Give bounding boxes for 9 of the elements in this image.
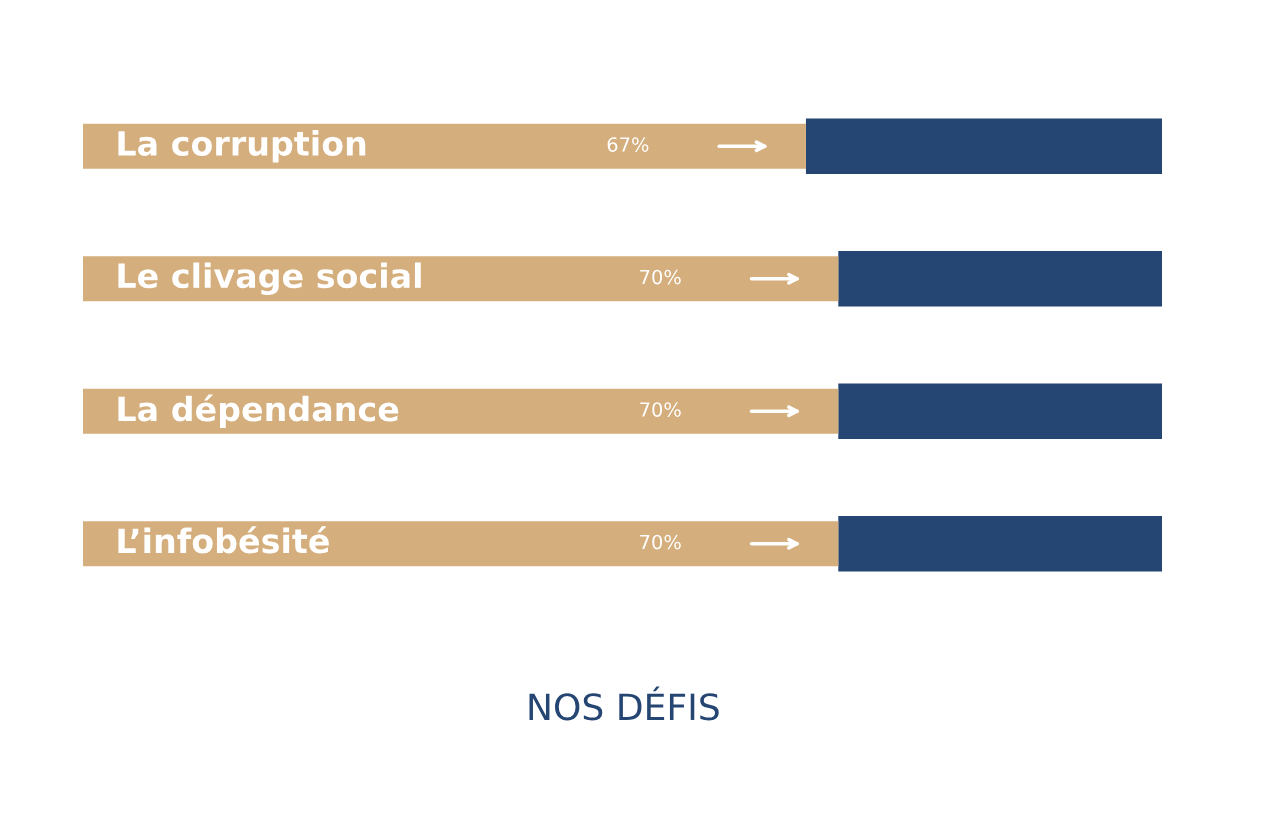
data-label: 70% [640,402,681,417]
text: NOS DÉFIS [529,686,719,721]
y-tick-label: La corruption [118,130,366,163]
y-tick-label: L’infobésité [118,526,329,554]
data-label: 67% [607,137,649,152]
y-tick-label: La dépendance [118,394,399,429]
data-label: 70% [640,269,681,285]
data-label: 70% [640,534,681,550]
y-tick-label: Le clivage social [118,262,421,296]
